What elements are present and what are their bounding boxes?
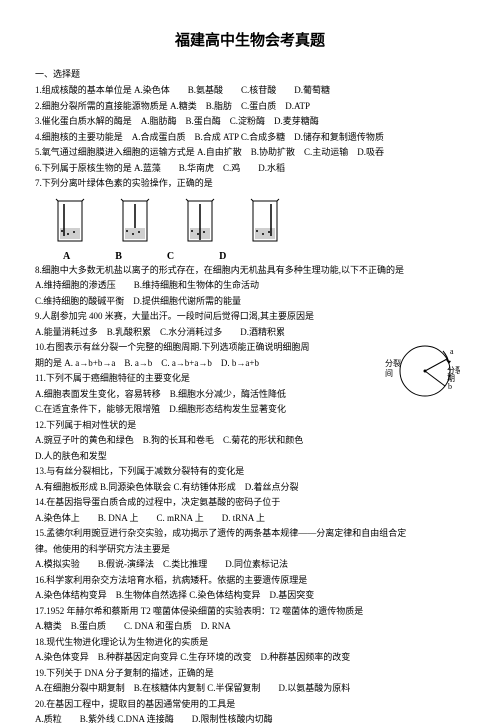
label-d: D (219, 249, 226, 264)
question-15-a: 律。他使用的科学研究方法主要是 (35, 543, 465, 557)
label-b: B (115, 249, 122, 264)
cell-cycle-diagram: a b 分裂 间 分裂 期 (385, 336, 460, 411)
question-18: 18.现代生物进化理论认为生物进化的实质是 (35, 636, 465, 650)
question-16: 16.科学家利用杂交方法培育水稻，抗病矮秆。依据的主要遗传原理是 (35, 574, 465, 588)
question-12-opts-a: A.豌豆子叶的黄色和绿色 B.狗的长耳和卷毛 C.菊花的形状和颜色 (35, 434, 465, 448)
question-19: 19.下列关于 DNA 分子复制的描述，正确的是 (35, 667, 465, 681)
beaker-a-icon (50, 196, 90, 246)
label-c: C (167, 249, 174, 264)
cycle-b-label: b (448, 382, 452, 391)
question-20-opts: A.质粒 B.紫外线 C.DNA 连接酶 D.限制性核酸内切酶 (35, 713, 465, 727)
question-20: 20.在基因工程中，提取目的基因通常使用的工具是 (35, 698, 465, 712)
question-17-opts: A.糖类 B.蛋白质 C. DNA 和蛋白质 D. RNA (35, 620, 465, 634)
cycle-label-2b: 期 (447, 374, 455, 383)
question-14-opts: A.染色体上 B. DNA 上 C. mRNA 上 D. tRNA 上 (35, 512, 465, 526)
question-1: 1.组成核酸的基本单位是 A.染色体 B.氨基酸 C.核苷酸 D.葡萄糖 (35, 84, 465, 98)
label-a: A (63, 249, 70, 264)
question-7: 7.下列分离叶绿体色素的实验操作，正确的是 (35, 177, 465, 191)
section-header: 一、选择题 (35, 68, 465, 82)
question-14: 14.在基因指导蛋白质合成的过程中，决定氨基酸的密码子位于 (35, 496, 465, 510)
question-19-opts: A.在细胞分裂中期复制 B.在核糖体内复制 C.半保留复制 D.以氨基酸为原料 (35, 682, 465, 696)
cycle-circle-icon: a b 分裂 间 分裂 期 (385, 336, 460, 406)
question-13: 13.与有丝分裂相比，下列属于减数分裂特有的变化是 (35, 465, 465, 479)
question-15: 15.孟德尔利用豌豆进行杂交实验，成功揭示了遗传的两条基本规律——分离定律和自由… (35, 527, 465, 541)
question-17: 17.1952 年赫尔希和蔡斯用 T2 噬菌体侵染细菌的实验表明：T2 噬菌体的… (35, 605, 465, 619)
question-18-opts: A.染色体变异 B.种群基因定向变异 C.生存环境的改变 D.种群基因频率的改变 (35, 651, 465, 665)
question-9: 9.人剧参加完 400 米赛，大量出汗。一段时间后觉得口渴,其主要原因是 (35, 310, 465, 324)
question-4: 4.细胞核的主要功能是 A.合成蛋白质 B.合成 ATP C.合成多糖 D.储存… (35, 131, 465, 145)
question-2: 2.细胞分裂所需的直接能源物质是 A.糖类 B.脂肪 C.蛋白质 D.ATP (35, 100, 465, 114)
beaker-diagram (50, 196, 465, 246)
beaker-b-icon (115, 196, 155, 246)
cycle-a-label: a (450, 347, 454, 356)
question-15-opts: A.模拟实验 B.假说-演绎法 C.类比推理 D.同位素标记法 (35, 558, 465, 572)
question-3: 3.催化蛋白质水解的酶是 A.脂肪酶 B.蛋白酶 C.淀粉酶 D.麦芽糖酶 (35, 115, 465, 129)
question-8: 8.细胞中大多数无机盐以离子的形式存在，在细胞内无机盐具有多种生理功能,以下不正… (35, 264, 465, 278)
question-16-opts: A.染色体结构变异 B.生物体自然选择 C.染色体结构变异 D.基因突变 (35, 589, 465, 603)
question-5: 5.氧气通过细胞膜进入细胞的运输方式是 A.自由扩散 B.协助扩散 C.主动运输… (35, 146, 465, 160)
beaker-labels: A B C D (63, 249, 465, 264)
cycle-label-1b: 间 (385, 369, 393, 378)
question-6: 6.下列属于原核生物的是 A.蓝藻 B.华南虎 C.鸡 D.水稻 (35, 162, 465, 176)
question-13-opts: A.有细胞板形成 B.同源染色体联会 C.有纺锤体形成 D.着丝点分裂 (35, 481, 465, 495)
cycle-label-1a: 分裂 (385, 358, 401, 368)
page-title: 福建高中生物会考真题 (35, 30, 465, 53)
beaker-d-icon (245, 196, 285, 246)
question-12: 12.下列属于相对性状的是 (35, 419, 465, 433)
beaker-c-icon (180, 196, 220, 246)
question-8-opts-b: C.维持细胞的酸碱平衡 D.提供细胞代谢所需的能量 (35, 295, 465, 309)
question-12-opts-b: D.人的肤色和发型 (35, 450, 465, 464)
question-8-opts-a: A.维持细胞的渗透压 B.维持细胞和生物体的生命活动 (35, 279, 465, 293)
